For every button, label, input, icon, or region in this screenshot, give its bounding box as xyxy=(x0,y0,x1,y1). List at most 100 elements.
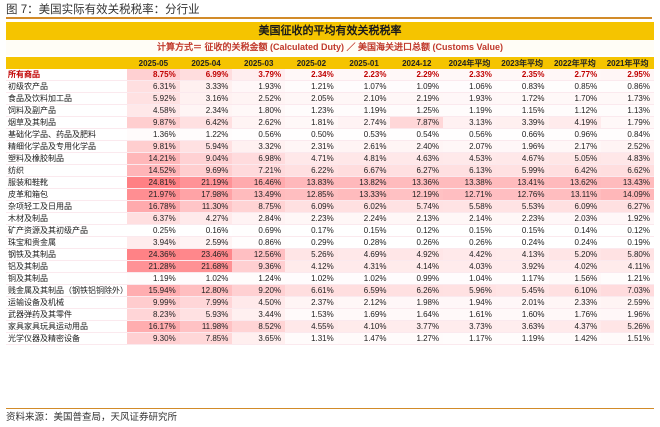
rate-cell: 3.73% xyxy=(443,320,496,334)
rate-cell: 4.12% xyxy=(285,260,338,274)
rate-cell: 21.28% xyxy=(127,260,180,274)
rate-cell: 1.72% xyxy=(495,92,549,106)
rate-cell: 6.37% xyxy=(127,212,180,226)
rate-cell: 11.30% xyxy=(179,200,233,214)
rate-cell: 2.23% xyxy=(337,69,391,82)
rate-cell: 1.22% xyxy=(179,128,233,142)
source-note: 资料来源：美国普查局，天风证券研究所 xyxy=(6,408,654,425)
calculation-formula: 计算方式＝ 征收的关税金额 (Calculated Duty) ／ 美国海关进口… xyxy=(6,40,654,55)
rate-cell: 0.69% xyxy=(232,224,286,238)
rate-cell: 4.58% xyxy=(127,104,180,118)
rate-cell: 1.17% xyxy=(443,332,496,346)
industry-name: 铜及其制品 xyxy=(6,272,127,286)
rate-cell: 1.23% xyxy=(285,104,338,118)
rate-cell: 12.71% xyxy=(443,188,496,202)
rate-cell: 0.29% xyxy=(285,236,338,250)
industry-name: 贱金属及其制品（钢铁铝铜除外） xyxy=(6,284,128,298)
table-body: 所有商品 8.75% 6.99% 3.79% 2.34% 2.23% 2.29% 2.33% 2… xyxy=(6,69,654,346)
rate-cell: 1.61% xyxy=(443,308,496,322)
rate-cell: 8.23% xyxy=(127,308,180,322)
rate-cell: 1.76% xyxy=(548,308,602,322)
rate-cell: 5.45% xyxy=(495,284,549,298)
rate-cell: 5.58% xyxy=(443,200,496,214)
industry-name: 基础化学品、药品及肥料 xyxy=(6,128,127,142)
rate-cell: 0.56% xyxy=(443,128,496,142)
rate-cell: 1.19% xyxy=(443,104,496,118)
table-row: 运输设备及机械 9.99% 7.99% 4.50% 2.37% 2.12% 1.98% 1.9… xyxy=(6,296,654,310)
rate-cell: 3.32% xyxy=(232,140,286,154)
rate-cell: 2.31% xyxy=(285,140,338,154)
rate-cell: 6.67% xyxy=(337,164,391,178)
rate-cell: 1.31% xyxy=(285,332,338,346)
rate-cell: 1.73% xyxy=(601,92,654,106)
rate-cell: 6.09% xyxy=(285,200,338,214)
rate-cell: 8.52% xyxy=(232,320,286,334)
rate-cell: 0.56% xyxy=(232,128,286,142)
rate-cell: 1.15% xyxy=(495,104,549,118)
rate-cell: 5.05% xyxy=(548,152,602,166)
rate-cell: 1.79% xyxy=(601,116,654,130)
rate-cell: 3.44% xyxy=(232,308,286,322)
table-row: 珠宝和贵金属 3.94% 2.59% 0.86% 0.29% 0.28% 0.26% 0.26… xyxy=(6,236,654,250)
rate-cell: 0.54% xyxy=(390,128,444,142)
rate-cell: 2.14% xyxy=(443,212,496,226)
rate-cell: 4.42% xyxy=(443,248,496,262)
rate-cell: 6.22% xyxy=(285,164,338,178)
rate-cell: 16.46% xyxy=(232,176,286,190)
rate-cell: 3.13% xyxy=(443,116,496,130)
industry-name: 初级农产品 xyxy=(6,80,127,94)
rate-cell: 9.36% xyxy=(232,260,286,274)
rate-cell: 2.03% xyxy=(548,212,602,226)
rate-cell: 2.17% xyxy=(548,140,602,154)
table-row: 饲料及副产品 4.58% 2.34% 1.80% 1.23% 1.19% 1.25% 1.19… xyxy=(6,104,654,118)
rate-cell: 1.02% xyxy=(337,272,391,286)
rate-cell: 0.15% xyxy=(495,224,549,238)
rate-cell: 2.34% xyxy=(179,104,233,118)
table-row: 光学仪器及精密设备 9.30% 7.85% 3.65% 1.31% 1.47% 1.27% 1… xyxy=(6,332,654,346)
rate-cell: 1.19% xyxy=(127,272,180,286)
rate-cell: 1.19% xyxy=(495,332,549,346)
rate-cell: 13.43% xyxy=(601,176,654,190)
column-header: 2025-01 xyxy=(337,57,391,69)
rate-cell: 6.26% xyxy=(390,284,444,298)
rate-cell: 2.13% xyxy=(390,212,444,226)
industry-name: 铝及其制品 xyxy=(6,260,127,274)
industry-name: 饲料及副产品 xyxy=(6,104,127,118)
industry-name: 精细化学品及专用化学品 xyxy=(6,140,127,154)
rate-cell: 3.79% xyxy=(232,69,286,82)
rate-cell: 1.24% xyxy=(232,272,286,286)
rate-cell: 4.83% xyxy=(601,152,654,166)
rate-cell: 6.42% xyxy=(548,164,602,178)
rate-cell: 6.59% xyxy=(337,284,391,298)
rate-cell: 0.53% xyxy=(337,128,391,142)
rate-cell: 5.96% xyxy=(443,284,496,298)
rate-cell: 1.21% xyxy=(601,272,654,286)
rate-cell: 1.94% xyxy=(443,296,496,310)
rate-cell: 4.50% xyxy=(232,296,286,310)
table-row: 木材及制品 6.37% 4.27% 2.84% 2.23% 2.24% 2.13% 2.14%… xyxy=(6,212,654,226)
industry-name: 木材及制品 xyxy=(6,212,127,226)
rate-cell: 13.82% xyxy=(337,176,391,190)
rate-cell: 1.98% xyxy=(390,296,444,310)
rate-cell: 1.96% xyxy=(495,140,549,154)
rate-cell: 2.07% xyxy=(443,140,496,154)
rate-cell: 12.56% xyxy=(232,248,286,262)
rate-cell: 0.50% xyxy=(285,128,338,142)
rate-cell: 3.94% xyxy=(127,236,180,250)
rate-cell: 2.01% xyxy=(495,296,549,310)
industry-name: 烟草及其制品 xyxy=(6,116,127,130)
rate-cell: 0.83% xyxy=(495,80,549,94)
rate-cell: 4.92% xyxy=(390,248,444,262)
rate-cell: 9.04% xyxy=(179,152,233,166)
rate-cell: 12.19% xyxy=(390,188,444,202)
industry-name: 运输设备及机械 xyxy=(6,296,127,310)
rate-cell: 9.99% xyxy=(127,296,180,310)
rate-cell: 1.02% xyxy=(285,272,338,286)
rate-cell: 0.28% xyxy=(337,236,391,250)
rate-cell: 2.12% xyxy=(337,296,391,310)
rate-cell: 4.69% xyxy=(337,248,391,262)
rate-cell: 5.26% xyxy=(601,320,654,334)
column-header: 2025-02 xyxy=(285,57,338,69)
rate-cell: 12.85% xyxy=(285,188,338,202)
rate-cell: 2.34% xyxy=(285,69,338,82)
